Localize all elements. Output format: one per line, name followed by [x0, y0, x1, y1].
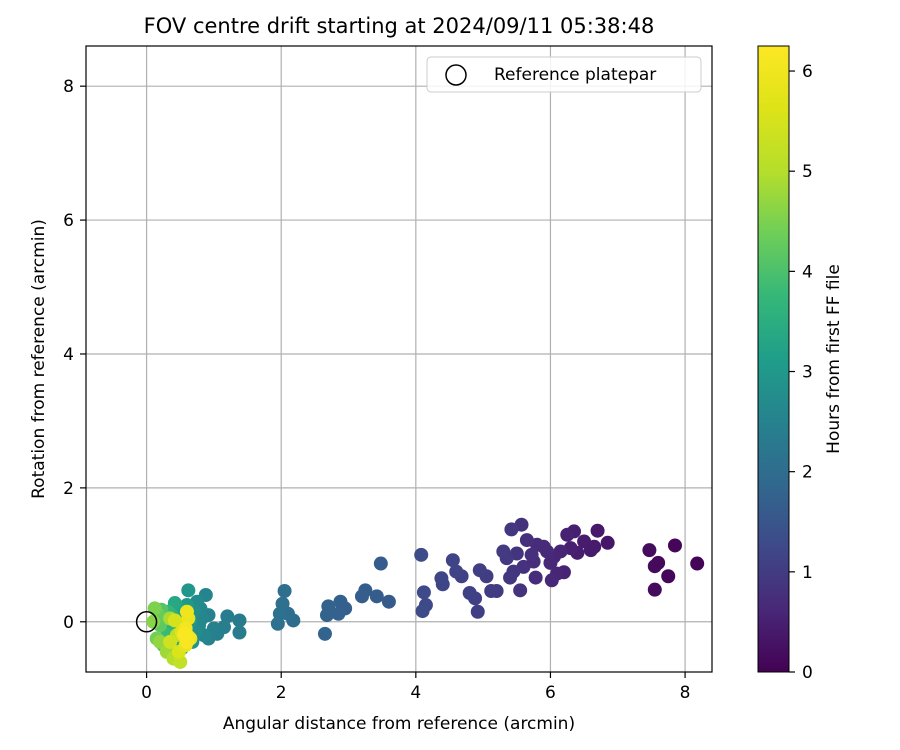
- chart-title: FOV centre drift starting at 2024/09/11 …: [144, 14, 655, 38]
- data-point: [667, 538, 682, 553]
- data-point: [690, 556, 705, 571]
- data-point: [181, 583, 196, 598]
- x-axis-ticks: 0 2 4 6 8: [141, 672, 690, 703]
- grid-lines: [86, 46, 712, 672]
- data-point: [232, 613, 247, 628]
- colorbar-tick-label: 4: [802, 262, 813, 282]
- legend-box: [426, 56, 702, 93]
- y-tick-label: 6: [63, 211, 74, 231]
- data-point: [513, 583, 528, 598]
- data-point: [416, 585, 431, 600]
- data-point: [484, 583, 499, 598]
- data-point: [543, 555, 558, 570]
- data-point: [544, 573, 559, 588]
- data-point: [590, 523, 605, 538]
- data-point: [319, 608, 334, 623]
- data-point: [163, 634, 178, 649]
- data-point: [415, 604, 430, 619]
- x-axis-label: Angular distance from reference (arcmin): [223, 714, 575, 734]
- data-point: [317, 626, 332, 641]
- data-point: [167, 613, 182, 628]
- data-point: [434, 571, 449, 586]
- data-point: [270, 616, 285, 631]
- data-point: [220, 609, 235, 624]
- data-points: [146, 517, 705, 669]
- data-point: [647, 559, 662, 574]
- x-tick-label: 4: [410, 683, 421, 703]
- x-tick-label: 8: [680, 683, 691, 703]
- colorbar-tick-label: 2: [802, 463, 813, 483]
- data-point: [496, 544, 511, 559]
- y-tick-label: 2: [63, 479, 74, 499]
- data-point: [179, 604, 194, 619]
- colorbar-tick-label: 3: [802, 363, 813, 383]
- x-tick-label: 0: [141, 683, 152, 703]
- y-tick-label: 4: [63, 345, 74, 365]
- data-point: [560, 527, 575, 542]
- data-point: [472, 563, 487, 578]
- colorbar-ticks: 0 1 2 3 4 5 6: [789, 62, 813, 683]
- data-point: [146, 614, 161, 629]
- data-point: [232, 625, 247, 640]
- data-point: [333, 594, 348, 609]
- colorbar-label: Hours from first FF file: [824, 264, 844, 454]
- legend: Reference platepar: [426, 56, 702, 93]
- data-point: [373, 556, 388, 571]
- y-tick-label: 0: [63, 613, 74, 633]
- data-point: [354, 589, 369, 604]
- data-point: [414, 547, 429, 562]
- legend-reference-label: Reference platepar: [494, 65, 656, 85]
- data-point: [642, 543, 657, 558]
- data-point: [519, 533, 534, 548]
- data-point: [147, 601, 162, 616]
- data-point: [524, 547, 539, 562]
- reference-platepar-marker: [135, 611, 158, 633]
- data-point: [577, 534, 592, 549]
- plot-area-frame: [85, 45, 713, 673]
- y-axis-label: Rotation from reference (arcmin): [29, 219, 49, 499]
- data-point: [277, 583, 292, 598]
- data-point: [528, 570, 543, 585]
- data-point: [153, 634, 168, 649]
- y-tick-label: 8: [63, 77, 74, 97]
- colorbar-tick-label: 5: [802, 162, 813, 182]
- data-point: [504, 522, 519, 537]
- data-point: [331, 606, 346, 621]
- data-point: [600, 535, 615, 550]
- legend-reference-marker: [445, 64, 467, 86]
- data-point: [462, 585, 477, 600]
- x-tick-label: 6: [545, 683, 556, 703]
- reference-marker: [135, 611, 158, 633]
- x-tick-label: 2: [276, 683, 287, 703]
- colorbar-tick-label: 6: [802, 62, 813, 82]
- data-point: [381, 594, 396, 609]
- data-point: [177, 626, 192, 641]
- data-point: [449, 564, 464, 579]
- data-point: [369, 589, 384, 604]
- colorbar: 0 1 2 3 4 5 6 Hours from first FF file: [757, 45, 844, 683]
- colorbar-tick-label: 0: [802, 663, 813, 683]
- data-point: [445, 553, 460, 568]
- data-point: [647, 582, 662, 597]
- colorbar-tick-label: 1: [802, 563, 813, 583]
- data-point: [470, 604, 485, 619]
- data-point: [661, 569, 676, 584]
- data-point: [503, 570, 518, 585]
- colorbar-gradient: [757, 45, 790, 673]
- y-axis-ticks: 0 2 4 6 8: [63, 77, 86, 633]
